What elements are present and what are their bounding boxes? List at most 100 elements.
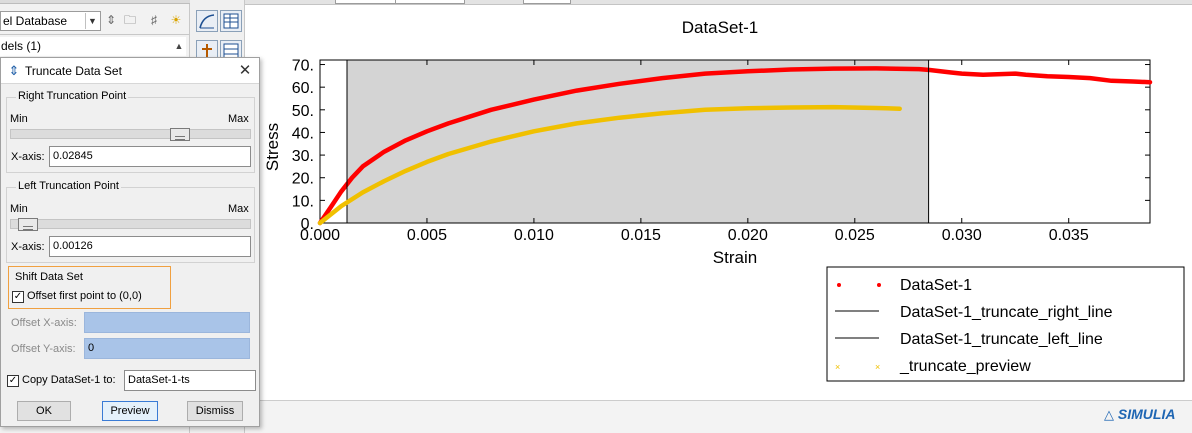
dialog-title: Truncate Data Set	[25, 64, 122, 78]
viewport[interactable]: DataSet-1 0.000 0.005 0.010 0.015 0.020 0.025…	[245, 5, 1192, 400]
lightbulb-icon[interactable]: ☀	[170, 13, 182, 27]
y-tick-label: 50.	[292, 103, 314, 120]
y-tick-label: 40.	[292, 125, 314, 142]
top-toolbar	[245, 0, 1192, 5]
right-xaxis-label: X-axis:	[11, 151, 45, 163]
legend[interactable]: DataSet-1 DataSet-1_truncate_right_line Da…	[826, 266, 1185, 382]
offset-x-input[interactable]	[84, 312, 250, 333]
truncate-icon: ⇕	[8, 63, 20, 78]
right-truncation-label: Right Truncation Point	[16, 90, 129, 102]
legend-marker: ×	[875, 362, 880, 372]
y-tick-label: 10.	[292, 193, 314, 210]
create-xy-data-tool[interactable]	[196, 10, 218, 32]
plot-area: 0.000 0.005 0.010 0.015 0.020 0.025 0.030 0.035…	[292, 58, 1153, 244]
chevron-down-icon[interactable]: ▼	[85, 13, 99, 29]
simulia-logo-text: SIMULIA	[1117, 406, 1176, 422]
xy-data-manager-tool[interactable]	[220, 10, 242, 32]
y-tick-label: 0.	[301, 216, 314, 233]
x-tick-label: 0.035	[1049, 227, 1089, 244]
status-bar	[245, 400, 1192, 433]
x-tick-label: 0.005	[407, 227, 447, 244]
left-slider-handle[interactable]	[18, 218, 38, 231]
right-truncation-group: Right Truncation Point Min Max X-axis: 0…	[6, 90, 255, 173]
tree-header	[0, 0, 190, 4]
legend-box	[826, 266, 1185, 382]
copy-dataset-checkbox[interactable]: ✓	[7, 375, 19, 387]
copy-target-input[interactable]: DataSet-1-ts	[124, 370, 256, 391]
y-tick-label: 20.	[292, 171, 314, 188]
truncation-region	[346, 60, 929, 223]
right-slider-handle[interactable]	[170, 128, 190, 141]
ds-logo-icon: △	[1104, 407, 1114, 422]
legend-marker	[877, 283, 881, 287]
truncate-data-set-dialog: ⇕ Truncate Data Set ✕ Right Truncation P…	[0, 57, 260, 427]
filter-icon[interactable]: ♯	[151, 13, 157, 27]
left-xaxis-label: X-axis:	[11, 241, 45, 253]
legend-entry-label: _truncate_preview	[899, 358, 1031, 375]
right-xaxis-value: 0.02845	[53, 150, 93, 162]
copy-target-value: DataSet-1-ts	[128, 374, 190, 386]
folder-icon[interactable]: 🗀	[123, 13, 136, 27]
ok-button[interactable]: OK	[17, 401, 71, 421]
toolbar-field-2[interactable]	[395, 0, 465, 4]
y-tick-label: 70.	[292, 58, 314, 75]
offset-y-label: Offset Y-axis:	[11, 343, 76, 355]
offset-y-value: 0	[88, 342, 95, 354]
shift-data-set-group: Shift Data Set ✓ Offset first point to (…	[8, 266, 171, 309]
database-select[interactable]: el Database ▼	[0, 11, 101, 31]
right-xaxis-input[interactable]: 0.02845	[49, 146, 251, 167]
dismiss-button[interactable]: Dismiss	[187, 401, 243, 421]
left-max-label: Max	[228, 203, 249, 215]
xy-data-icon	[199, 14, 215, 29]
legend-marker: ×	[835, 362, 840, 372]
series--truncate-preview	[317, 104, 902, 226]
left-truncation-group: Left Truncation Point Min Max X-axis: 0.…	[6, 180, 255, 263]
toolbar-field-3[interactable]	[523, 0, 571, 4]
left-xaxis-input[interactable]: 0.00126	[49, 236, 251, 257]
plot-frame	[319, 59, 1151, 224]
x-tick-label: 0.000	[300, 227, 340, 244]
probe-icon	[202, 44, 212, 58]
left-xaxis-value: 0.00126	[53, 240, 93, 252]
tree-item-models-label: dels (1)	[1, 39, 42, 53]
offset-y-input[interactable]: 0	[84, 338, 250, 359]
offset-x-label: Offset X-axis:	[11, 317, 77, 329]
preview-button[interactable]: Preview	[102, 401, 158, 421]
dialog-title-bar[interactable]: ⇕ Truncate Data Set ✕	[1, 58, 259, 84]
x-tick-label: 0.030	[942, 227, 982, 244]
legend-entry-label: DataSet-1_truncate_right_line	[900, 304, 1113, 321]
probe-tool[interactable]	[196, 40, 218, 62]
offset-first-point-checkbox[interactable]: ✓	[12, 291, 24, 303]
legend-entry-label: DataSet-1	[900, 277, 972, 294]
right-min-label: Min	[10, 113, 28, 125]
tree-divider	[0, 34, 190, 35]
shift-data-set-label: Shift Data Set	[15, 271, 83, 283]
simulia-logo: △ SIMULIA	[1104, 402, 1192, 426]
report-tool[interactable]	[220, 40, 242, 62]
series-dataset-1	[317, 66, 1153, 226]
x-tick-label: 0.015	[621, 227, 661, 244]
right-max-label: Max	[228, 113, 249, 125]
y-tick-label: 60.	[292, 80, 314, 97]
legend-entry-label: DataSet-1_truncate_left_line	[900, 331, 1103, 348]
x-axis-label: Strain	[713, 248, 757, 267]
left-min-label: Min	[10, 203, 28, 215]
x-tick-label: 0.020	[728, 227, 768, 244]
x-tick-label: 0.025	[835, 227, 875, 244]
grid-icon	[223, 43, 239, 59]
close-icon[interactable]: ✕	[238, 62, 252, 79]
x-tick-label: 0.010	[514, 227, 554, 244]
offset-first-point-label: Offset first point to (0,0)	[27, 290, 142, 302]
scroll-up-icon[interactable]: ▲	[174, 41, 184, 51]
database-select-value: el Database	[3, 14, 68, 28]
tree-item-models[interactable]: dels (1)	[0, 37, 186, 56]
copy-dataset-label: Copy DataSet-1 to:	[22, 374, 116, 386]
xy-plot[interactable]: DataSet-1 0.000 0.005 0.010 0.015 0.020 0.025…	[245, 5, 1192, 400]
left-truncation-slider[interactable]	[10, 218, 251, 231]
sort-arrows-icon[interactable]: ⇕	[105, 13, 117, 27]
y-axis-label: Stress	[263, 123, 282, 171]
left-truncation-label: Left Truncation Point	[16, 180, 121, 192]
y-tick-label: 30.	[292, 148, 314, 165]
table-icon	[223, 13, 239, 29]
right-truncation-slider[interactable]	[10, 128, 251, 141]
